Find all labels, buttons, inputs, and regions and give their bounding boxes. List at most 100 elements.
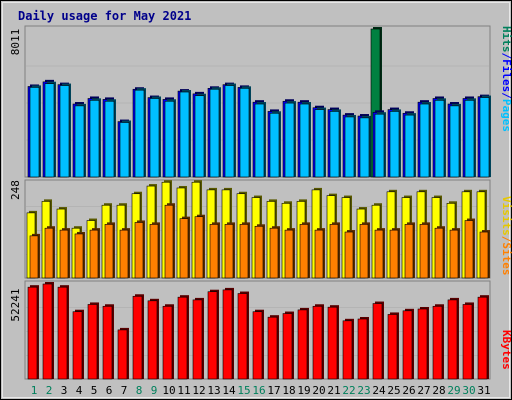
x-axis-day-labels: 1 2 3 4 5 6 7 8 9 10 11 12 13 14 15 16 17 18 19 20 21 22 23 24 2…: [31, 384, 491, 397]
panel-visits-sites: 248 Visits/Sites: [9, 179, 512, 279]
bar-pages-day-20: [314, 109, 325, 178]
bar-kbytes-day-31: [477, 296, 488, 380]
bar-sites-day-24: [374, 229, 384, 279]
bar-pages-day-30: [464, 100, 475, 178]
bar-kbytes-day-18: [282, 313, 293, 380]
bar-sites-day-4: [74, 233, 84, 279]
bar-sites-day-14: [224, 224, 234, 279]
bars-hits-files-pages: [26, 27, 491, 178]
bar-kbytes-day-9: [147, 300, 158, 380]
day-label-27: 27: [417, 384, 430, 397]
bar-kbytes-day-15: [237, 293, 248, 380]
bar-sites-day-11: [179, 218, 189, 279]
day-label-5: 5: [91, 384, 98, 397]
day-label-4: 4: [76, 384, 83, 397]
bar-pages-day-16: [254, 103, 265, 178]
day-label-20: 20: [312, 384, 325, 397]
bar-kbytes-day-19: [297, 309, 308, 380]
bar-sites-day-9: [149, 224, 159, 279]
day-label-1: 1: [31, 384, 38, 397]
bar-pages-day-24: [374, 113, 385, 178]
bar-kbytes-day-14: [222, 289, 233, 380]
bar-sites-day-20: [314, 229, 324, 279]
day-label-29: 29: [447, 384, 460, 397]
bar-sites-day-16: [254, 225, 264, 279]
bar-sites-day-12: [194, 216, 204, 279]
day-label-2: 2: [46, 384, 53, 397]
bar-kbytes-day-30: [462, 304, 473, 380]
bar-pages-day-8: [134, 89, 145, 178]
bar-kbytes-day-28: [432, 305, 443, 380]
day-label-8: 8: [136, 384, 143, 397]
bar-sites-day-23: [359, 224, 369, 279]
bar-kbytes-day-26: [402, 310, 413, 380]
bar-sites-day-10: [164, 204, 174, 279]
panel-kbytes: 52241 KBytes: [9, 280, 512, 380]
bar-sites-day-29: [449, 229, 459, 279]
bar-pages-day-4: [74, 105, 85, 178]
day-label-16: 16: [252, 384, 265, 397]
bar-kbytes-day-25: [387, 314, 398, 380]
day-label-23: 23: [357, 384, 370, 397]
bar-pages-day-22: [344, 116, 355, 178]
bar-kbytes-day-6: [102, 305, 113, 380]
legend-kbytes: KBytes: [500, 330, 512, 370]
legend-visits-sites: Visits/Sites: [500, 196, 512, 276]
bar-sites-day-21: [329, 224, 339, 279]
bar-sites-day-26: [404, 224, 414, 279]
bar-pages-day-1: [29, 87, 40, 178]
day-label-25: 25: [387, 384, 400, 397]
panel-hits-files-pages: 8011 Hits/Files/Pages: [9, 25, 512, 178]
bar-pages-day-17: [269, 112, 280, 178]
bar-kbytes-day-3: [57, 286, 68, 380]
bar-pages-day-10: [164, 100, 175, 178]
bar-pages-day-27: [419, 103, 430, 178]
bar-kbytes-day-20: [312, 305, 323, 380]
bar-pages-day-29: [449, 105, 460, 178]
day-label-7: 7: [121, 384, 128, 397]
bar-kbytes-day-1: [27, 286, 38, 380]
bar-sites-day-30: [464, 220, 474, 279]
bar-kbytes-day-2: [42, 283, 53, 380]
bar-sites-day-28: [434, 227, 444, 279]
day-label-6: 6: [106, 384, 113, 397]
day-label-14: 14: [222, 384, 236, 397]
day-label-9: 9: [151, 384, 158, 397]
day-label-24: 24: [372, 384, 386, 397]
bar-pages-day-11: [179, 91, 190, 178]
bar-kbytes-day-16: [252, 311, 263, 380]
day-label-18: 18: [282, 384, 295, 397]
bar-sites-day-13: [209, 224, 219, 279]
legend-label: /: [500, 92, 512, 99]
bar-pages-day-12: [194, 95, 205, 178]
bar-sites-day-27: [419, 224, 429, 279]
bar-pages-day-19: [299, 103, 310, 178]
bar-sites-day-3: [59, 229, 69, 279]
bar-sites-day-8: [134, 222, 144, 279]
bar-kbytes-day-21: [327, 306, 338, 380]
bar-sites-day-31: [479, 231, 489, 279]
legend-hits-files-pages: Hits/Files/Pages: [500, 26, 512, 132]
y-max-label-kbytes: 52241: [9, 288, 22, 321]
day-label-11: 11: [177, 384, 190, 397]
bar-pages-day-3: [59, 85, 70, 178]
day-label-13: 13: [207, 384, 220, 397]
bar-kbytes-day-4: [72, 311, 83, 380]
bar-sites-day-15: [239, 224, 249, 279]
bar-pages-day-26: [404, 114, 415, 178]
bar-sites-day-25: [389, 229, 399, 279]
legend-label: /: [500, 53, 512, 60]
bar-sites-day-22: [344, 231, 354, 279]
bar-kbytes-day-11: [177, 296, 188, 380]
bar-pages-day-14: [224, 85, 235, 178]
bar-kbytes-day-5: [87, 304, 98, 380]
bar-kbytes-day-23: [357, 318, 368, 380]
legend-label: KBytes: [500, 330, 512, 370]
bar-pages-day-13: [209, 88, 220, 178]
bar-pages-day-23: [359, 117, 370, 178]
bar-pages-day-31: [479, 97, 490, 178]
bar-pages-day-15: [239, 88, 250, 178]
bar-pages-day-25: [389, 111, 400, 178]
